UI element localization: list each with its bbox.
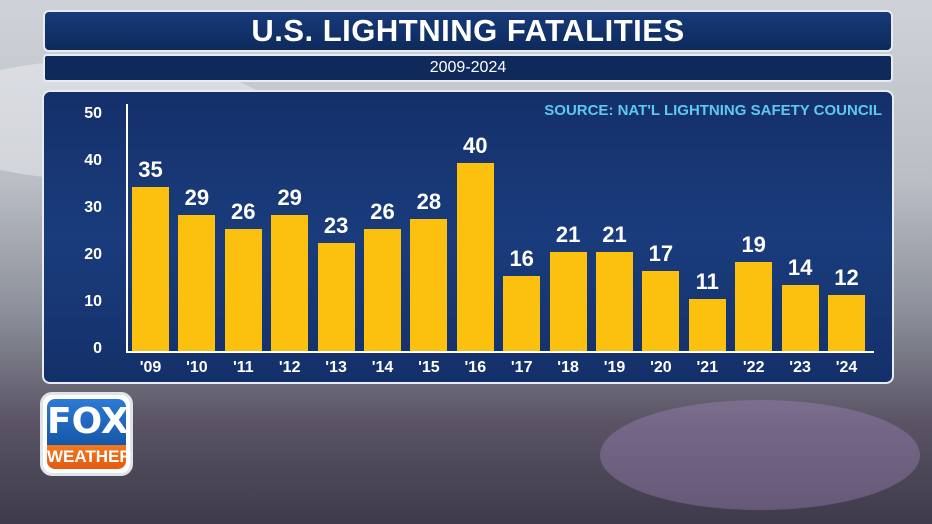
bar-value-label: 26 <box>231 198 256 224</box>
bar-value-label: 21 <box>555 222 581 248</box>
bar <box>828 294 865 351</box>
chart-panel: SOURCE: NAT'L LIGHTNING SAFETY COUNCIL 0… <box>42 90 894 384</box>
x-tick-label: '19 <box>603 359 626 376</box>
source-label: SOURCE: NAT'L LIGHTNING SAFETY COUNCIL <box>544 102 882 119</box>
bar-value-label: 21 <box>602 222 627 248</box>
y-axis-line <box>126 104 128 351</box>
title-bar: U.S. LIGHTNING FATALITIES <box>43 10 893 52</box>
y-tick-label: 30 <box>84 199 102 216</box>
x-tick-label: '12 <box>278 359 301 376</box>
bar <box>642 271 680 351</box>
bar-value-label: 23 <box>323 212 349 238</box>
subtitle-bar: 2009-2024 <box>43 54 893 82</box>
bar <box>549 252 587 351</box>
y-tick-label: 20 <box>84 246 102 263</box>
bar <box>688 299 726 351</box>
bar-value-label: 40 <box>463 133 488 158</box>
x-tick-label: '11 <box>232 359 254 376</box>
bar <box>317 242 355 351</box>
x-tick-label: '13 <box>325 359 347 376</box>
bar <box>596 252 633 351</box>
x-tick-label: '15 <box>418 359 440 376</box>
y-tick-label: 10 <box>84 293 102 310</box>
x-tick-label: '17 <box>510 359 533 376</box>
bar-value-label: 35 <box>138 156 163 182</box>
bar <box>178 214 216 351</box>
background-streak <box>600 400 920 510</box>
bar <box>410 219 448 351</box>
logo-fox-text: FOX <box>47 399 129 445</box>
bar <box>132 186 169 351</box>
y-tick-label: 40 <box>84 152 102 169</box>
bar <box>456 163 494 351</box>
x-tick-label: '09 <box>139 359 162 376</box>
x-tick-label: '16 <box>464 359 487 376</box>
bar-value-label: 19 <box>741 231 766 257</box>
page-subtitle: 2009-2024 <box>429 59 507 76</box>
x-tick-label: '23 <box>789 359 811 376</box>
y-tick-label: 0 <box>93 340 102 357</box>
fox-weather-logo: FOX WEATHER <box>40 392 133 476</box>
bar-value-label: 28 <box>416 189 442 215</box>
bar-value-label: 16 <box>509 245 534 271</box>
x-axis-line <box>126 351 875 353</box>
x-tick-label: '18 <box>557 359 579 376</box>
bar-value-label: 26 <box>370 198 395 224</box>
x-tick-label: '22 <box>742 359 765 376</box>
bar-value-label: 29 <box>277 184 302 210</box>
x-tick-label: '24 <box>835 359 858 376</box>
bar <box>503 275 541 351</box>
x-tick-label: '20 <box>650 359 672 376</box>
bar <box>224 228 262 351</box>
bar <box>781 285 819 351</box>
x-tick-label: '10 <box>186 359 208 376</box>
bar-value-label: 14 <box>787 255 813 281</box>
page-title: U.S. LIGHTNING FATALITIES <box>251 13 685 48</box>
bar-value-label: 12 <box>834 264 859 290</box>
bar <box>735 261 773 351</box>
x-tick-label: '14 <box>371 359 394 376</box>
y-tick-label: 50 <box>84 105 102 122</box>
bar-value-label: 17 <box>648 241 674 267</box>
x-tick-label: '21 <box>696 359 719 376</box>
bar <box>364 228 401 351</box>
bar <box>271 214 309 351</box>
logo-weather-text: WEATHER <box>47 445 132 469</box>
bar-value-label: 29 <box>184 184 210 210</box>
bar-value-label: 11 <box>695 269 719 295</box>
